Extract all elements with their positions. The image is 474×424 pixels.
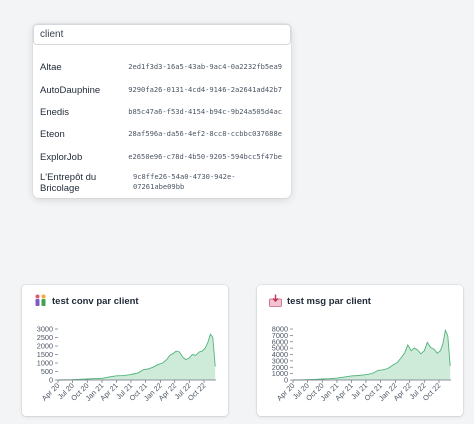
area-fill: [58, 334, 216, 380]
client-item[interactable]: ExplorJob e2650e96-c78d-4b50-9205-594bcc5…: [33, 147, 291, 169]
client-id: 9c8ffe26-54a0-4730-942e-07261abe09bb: [133, 172, 236, 191]
inbox-download-icon: [269, 294, 282, 307]
y-tick-label: 2500: [37, 333, 53, 342]
client-id: 2ed1f3d3-16a5-43ab-9ac4-0a2232fb5ea9: [128, 62, 282, 71]
y-tick-label: 1500: [37, 350, 53, 359]
client-id: 9290fa26-0131-4cd4-9146-2a2641ad42b7: [128, 85, 282, 94]
client-item[interactable]: AutoDauphine 9290fa26-0131-4cd4-9146-2a26…: [33, 80, 291, 102]
y-tick-label: 3000: [272, 356, 288, 365]
chart-title: test msg par client: [287, 296, 371, 307]
client-name: AutoDauphine: [40, 85, 101, 96]
y-tick-label: 500: [41, 367, 53, 376]
client-id: b85c47a6-f53d-4154-b94c-9b24a505d4ac: [128, 107, 282, 116]
client-item[interactable]: Enedis b85c47a6-f53d-4154-b94c-9b24a505d4…: [33, 102, 291, 124]
chart-card-msg: test msg par client 0 1000 2000 3000 4000 500…: [257, 285, 463, 416]
y-tick-label: 1000: [37, 359, 53, 368]
y-tick-label: 3000: [37, 325, 53, 334]
area-line: [292, 328, 451, 381]
search-input[interactable]: [33, 24, 291, 45]
client-item[interactable]: Altae 2ed1f3d3-16a5-43ab-9ac4-0a2232fb5ea…: [33, 57, 291, 79]
client-item[interactable]: Eteon 28af596a-da56-4ef2-8cc8-ccbbc037688…: [33, 124, 291, 146]
client-id: e2650e96-c78d-4b50-9205-594bcc5f47be: [128, 152, 282, 161]
people-icon: [35, 294, 46, 306]
y-tick-label: 8000: [272, 325, 288, 334]
y-tick-label: 2000: [272, 363, 288, 372]
y-tick-label: 4000: [272, 350, 288, 359]
y-tick-label: 2000: [37, 342, 53, 351]
y-tick-label: 0: [49, 376, 53, 385]
y-tick-label: 1000: [272, 369, 288, 378]
client-name: Enedis: [40, 107, 70, 118]
client-id: 28af596a-da56-4ef2-8cc8-ccbbc037688e: [128, 129, 282, 138]
client-name: L'Entrepôt du Bricolage: [40, 172, 97, 194]
client-dropdown: Altae 2ed1f3d3-16a5-43ab-9ac4-0a2232fb5ea…: [33, 24, 291, 198]
client-name: ExplorJob: [40, 152, 83, 163]
client-item[interactable]: L'Entrepôt du Bricolage 9c8ffe26-54a0-473…: [33, 172, 291, 198]
client-name: Altae: [40, 62, 62, 73]
y-tick-label: 7000: [272, 331, 288, 340]
chart-title: test conv par client: [52, 296, 139, 307]
area-fill: [293, 330, 451, 380]
area-line: [57, 333, 216, 381]
y-tick-label: 5000: [272, 344, 288, 353]
y-tick-label: 0: [284, 376, 288, 385]
y-tick-label: 6000: [272, 337, 288, 346]
client-name: Eteon: [40, 129, 65, 140]
chart-card-conv: test conv par client 0 500 1000 1500 2000 250…: [22, 285, 228, 416]
